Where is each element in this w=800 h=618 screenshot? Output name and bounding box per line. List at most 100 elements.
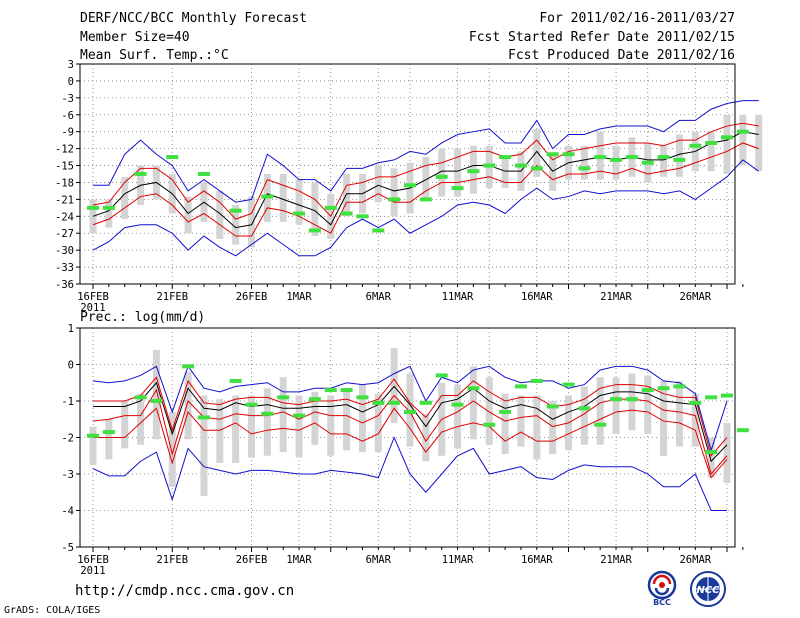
observation-marker bbox=[404, 409, 416, 414]
observation-marker bbox=[261, 411, 274, 416]
y-tick-label: -5 bbox=[61, 542, 74, 554]
y-tick-label: -21 bbox=[55, 194, 74, 206]
ensemble-box bbox=[723, 114, 731, 174]
ensemble-box bbox=[89, 426, 97, 465]
ensemble-box bbox=[517, 395, 525, 447]
observation-marker bbox=[229, 378, 242, 383]
observation-marker bbox=[435, 373, 448, 378]
grads-credit: GrADS: COLA/IGES bbox=[4, 605, 101, 616]
forecast-produced-date: Fcst Produced Date 2011/02/16 bbox=[508, 48, 735, 63]
ensemble-box bbox=[343, 174, 351, 217]
ensemble-box bbox=[438, 148, 446, 197]
observation-marker bbox=[340, 388, 353, 393]
observation-marker bbox=[134, 172, 147, 176]
ensemble-box bbox=[707, 131, 715, 172]
ensemble-box bbox=[691, 393, 699, 447]
ensemble-box bbox=[105, 419, 113, 460]
ensemble-box bbox=[390, 348, 398, 423]
observation-marker bbox=[293, 211, 306, 216]
ensemble-box bbox=[216, 190, 224, 239]
ensemble-box bbox=[422, 413, 430, 462]
y-tick-label: 3 bbox=[68, 59, 74, 71]
observation-marker bbox=[673, 384, 686, 389]
observation-marker bbox=[562, 382, 575, 387]
observation-marker bbox=[197, 415, 210, 420]
ensemble-box bbox=[675, 134, 683, 177]
ensemble-box bbox=[628, 373, 636, 431]
x-tick-label: 6MAR bbox=[366, 291, 392, 303]
ensemble-box bbox=[549, 401, 557, 454]
observation-marker bbox=[499, 409, 512, 414]
x-tick-label: 21FEB bbox=[156, 554, 188, 566]
ensemble-box bbox=[216, 399, 224, 464]
series-max-line bbox=[92, 365, 728, 453]
x-tick-label: 26FEB bbox=[236, 554, 268, 566]
y-tick-label: 0 bbox=[68, 360, 74, 372]
y-tick-label: -18 bbox=[55, 177, 74, 189]
observation-marker bbox=[372, 228, 385, 233]
ensemble-box bbox=[612, 377, 620, 434]
observation-marker bbox=[229, 208, 242, 213]
observation-marker bbox=[372, 400, 385, 405]
observation-marker bbox=[467, 386, 480, 391]
observation-marker bbox=[467, 169, 480, 174]
chart-title: DERF/NCC/BCC Monthly Forecast bbox=[80, 11, 307, 26]
footer-url[interactable]: http://cmdp.ncc.cma.gov.cn bbox=[75, 583, 295, 599]
observation-marker bbox=[388, 400, 401, 405]
observation-marker bbox=[277, 395, 290, 400]
y-tick-label: -24 bbox=[55, 211, 74, 223]
observation-marker bbox=[705, 140, 718, 145]
ensemble-box bbox=[311, 391, 319, 445]
ensemble-box bbox=[200, 395, 208, 496]
observation-marker bbox=[689, 400, 702, 405]
observation-marker bbox=[721, 393, 733, 398]
observation-marker bbox=[182, 364, 195, 369]
x-tick-sublabel: 2011 bbox=[80, 302, 105, 314]
ensemble-box bbox=[549, 154, 557, 191]
x-tick-label: 1MAR bbox=[286, 554, 312, 566]
plot-frame bbox=[79, 63, 736, 285]
member-size-label: Member Size=40 bbox=[80, 30, 190, 45]
ensemble-box bbox=[422, 157, 430, 200]
ensemble-box bbox=[374, 165, 382, 203]
observation-marker bbox=[514, 384, 527, 389]
y-tick-label: -3 bbox=[61, 469, 74, 481]
ensemble-box bbox=[168, 411, 176, 487]
observation-marker bbox=[673, 157, 686, 162]
ensemble-box bbox=[739, 114, 747, 166]
observation-marker bbox=[641, 160, 654, 165]
y-tick-label: -33 bbox=[55, 262, 74, 274]
y-tick-label: 1 bbox=[68, 323, 74, 335]
observation-marker bbox=[578, 166, 591, 171]
y-tick-label: -2 bbox=[61, 433, 74, 445]
observation-marker bbox=[308, 397, 321, 402]
ensemble-box bbox=[501, 393, 509, 454]
x-tick-label: 16MAR bbox=[521, 291, 553, 303]
ncc-logo: NCC bbox=[684, 570, 732, 608]
observation-marker bbox=[102, 430, 115, 435]
x-tick-label: 21MAR bbox=[600, 554, 632, 566]
ensemble-box bbox=[358, 384, 366, 453]
observation-marker bbox=[736, 129, 749, 134]
observation-marker bbox=[324, 388, 337, 393]
forecast-started-date: Fcst Started Refer Date 2011/02/15 bbox=[468, 30, 735, 45]
variable-label: Mean Surf. Temp.:°C bbox=[80, 48, 229, 63]
observation-marker bbox=[166, 155, 179, 160]
observation-marker bbox=[578, 406, 591, 411]
y-tick-label: -9 bbox=[61, 127, 74, 139]
x-tick-label: 26FEB bbox=[236, 291, 268, 303]
series-max-line bbox=[93, 100, 759, 203]
observation-marker bbox=[499, 155, 512, 160]
observation-marker bbox=[451, 186, 464, 191]
y-tick-label: -6 bbox=[61, 110, 74, 122]
ensemble-box bbox=[707, 437, 715, 478]
observation-marker bbox=[689, 143, 702, 148]
ensemble-box bbox=[660, 380, 668, 456]
ensemble-box bbox=[152, 349, 160, 440]
observation-marker bbox=[625, 397, 638, 402]
ensemble-box bbox=[723, 422, 731, 484]
ensemble-box bbox=[501, 157, 509, 189]
x-tick-label: 6MAR bbox=[366, 554, 392, 566]
y-tick-label: -3 bbox=[61, 93, 74, 105]
